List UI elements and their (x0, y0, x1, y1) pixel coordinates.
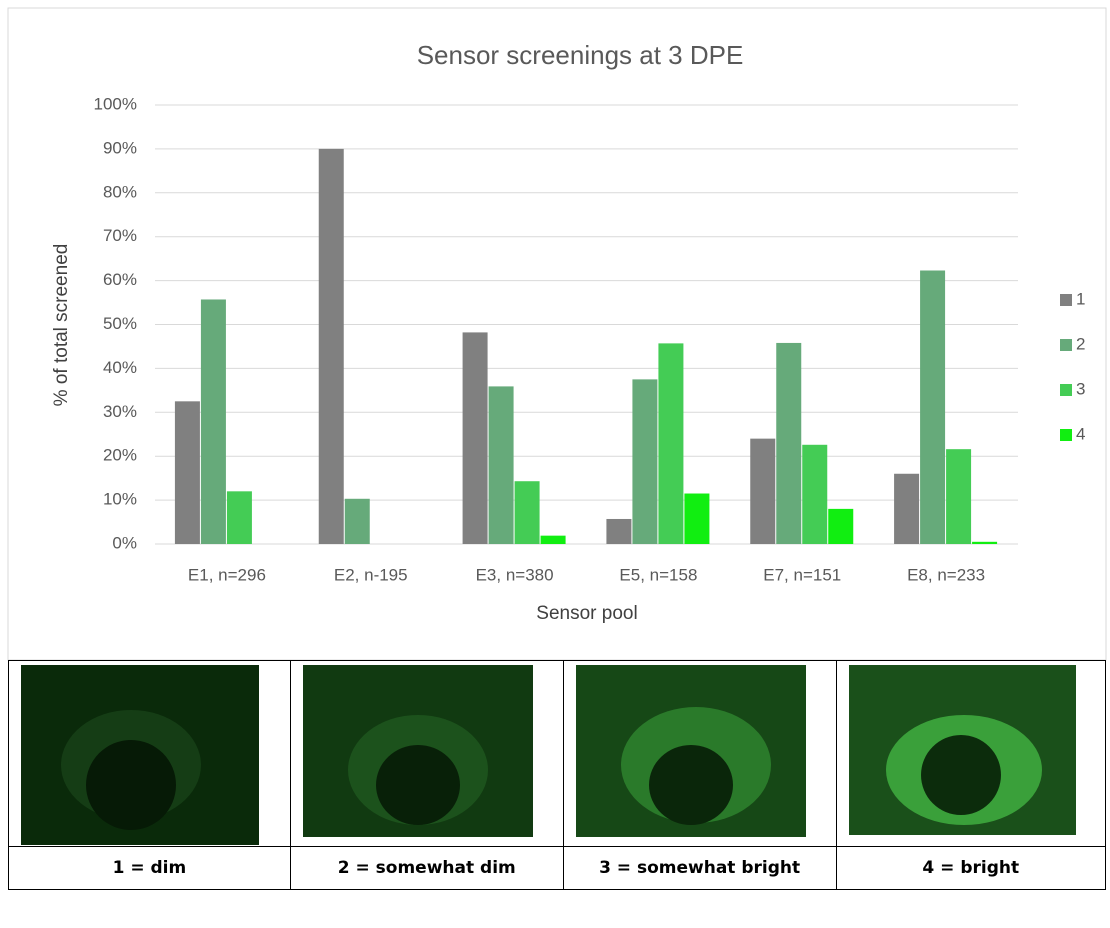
x-tick-label: E1, n=296 (188, 565, 266, 584)
y-tick-label: 0% (112, 533, 137, 552)
y-tick-label: 50% (103, 314, 137, 333)
y-tick-label: 90% (103, 138, 137, 157)
legend-label: 4 (1076, 424, 1085, 443)
image-table: 1 = dim 2 = somewhat dim 3 = somewhat br… (8, 660, 1106, 890)
x-tick-label: E7, n=151 (763, 565, 841, 584)
image-cell (563, 661, 836, 847)
legend-swatch (1060, 384, 1072, 396)
table-label: 1 = dim (9, 847, 291, 890)
bar (972, 542, 997, 544)
table-label: 4 = bright (836, 847, 1105, 890)
bar (606, 519, 631, 544)
chart-title: Sensor screenings at 3 DPE (417, 40, 744, 70)
bar (920, 271, 945, 544)
bar (632, 379, 657, 544)
bar (227, 491, 252, 544)
bar (319, 149, 344, 544)
bar (489, 386, 514, 544)
x-tick-label: E5, n=158 (619, 565, 697, 584)
image-cell (290, 661, 563, 847)
y-tick-label: 40% (103, 358, 137, 377)
bar (684, 494, 709, 544)
bar (515, 481, 540, 544)
bar (946, 449, 971, 544)
bar (828, 509, 853, 544)
table-label: 3 = somewhat bright (563, 847, 836, 890)
page: {"chart_data": {"type": "bar", "title": … (0, 0, 1110, 928)
x-axis-title: Sensor pool (536, 603, 637, 624)
bar (345, 499, 370, 544)
chart: Sensor screenings at 3 DPE Sensor pool %… (0, 0, 1110, 662)
x-tick-label: E8, n=233 (907, 565, 985, 584)
legend-swatch (1060, 294, 1072, 306)
image-cell (9, 661, 291, 847)
fly-image (21, 665, 259, 845)
y-tick-label: 80% (103, 182, 137, 201)
bar (802, 445, 827, 544)
y-axis-title: % of total screened (51, 244, 72, 407)
bar (776, 343, 801, 544)
legend-label: 3 (1076, 379, 1085, 398)
fly-image (576, 665, 806, 837)
image-cell (836, 661, 1105, 847)
y-tick-label: 100% (94, 94, 137, 113)
fly-image (303, 665, 533, 837)
legend-label: 1 (1076, 289, 1085, 308)
bar (750, 439, 775, 544)
bar (463, 332, 488, 544)
bar (658, 343, 683, 544)
y-tick-label: 30% (103, 402, 137, 421)
bar (175, 401, 200, 544)
y-tick-label: 10% (103, 490, 137, 509)
table-label: 2 = somewhat dim (290, 847, 563, 890)
legend-swatch (1060, 429, 1072, 441)
bar (894, 474, 919, 544)
bar (541, 536, 566, 544)
legend-swatch (1060, 339, 1072, 351)
x-tick-label: E3, n=380 (476, 565, 554, 584)
y-tick-label: 70% (103, 226, 137, 245)
fly-image (849, 665, 1076, 835)
bar (201, 299, 226, 544)
y-tick-label: 60% (103, 270, 137, 289)
legend-label: 2 (1076, 334, 1085, 353)
y-tick-label: 20% (103, 446, 137, 465)
x-tick-label: E2, n-195 (334, 565, 408, 584)
